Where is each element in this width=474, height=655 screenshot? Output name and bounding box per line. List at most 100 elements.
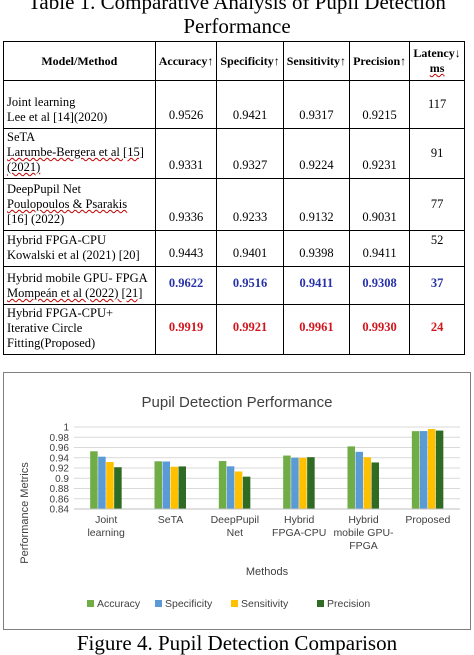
bar: [411, 431, 420, 509]
accuracy-cell: 0.9443: [154, 230, 218, 267]
precision-cell: 0.9231: [349, 128, 411, 179]
specificity-cell: 0.9921: [216, 304, 284, 355]
bar: [218, 461, 227, 509]
bar: [106, 462, 114, 509]
precision-cell: 0.9308: [349, 266, 411, 305]
bar: [114, 467, 122, 509]
legend-label: Specificity: [165, 598, 213, 610]
bar: [427, 428, 436, 509]
model-name: Hybrid FPGA-CPU: [7, 233, 106, 247]
x-tick-label-line: learning: [87, 527, 125, 539]
table-title: Table 1. Comparative Analysis of Pupil D…: [28, 0, 446, 14]
table-header-row: Model/Method Accuracy↑ Specificity↑ Sens…: [3, 41, 465, 81]
y-tick-label: 0.96: [50, 443, 70, 454]
bar: [371, 462, 379, 509]
precision-cell: 0.9215: [349, 80, 411, 129]
x-tick-label-line: Proposed: [405, 514, 450, 526]
model-citation: Mompeán et al (2022) [21]: [7, 286, 143, 300]
sensitivity-cell: 0.9224: [282, 128, 351, 179]
model-cell: Hybrid FPGA-CPU+ Iterative Circle Fittin…: [3, 304, 156, 355]
specificity-cell: 0.9327: [216, 128, 284, 179]
accuracy-cell: 0.9526: [154, 80, 218, 129]
comparison-table: Model/Method Accuracy↑ Specificity↑ Sens…: [3, 41, 465, 355]
bar: [347, 446, 355, 509]
x-tick-label-line: DeepPupil: [211, 514, 259, 526]
bar: [355, 451, 363, 509]
model-name: DeepPupil Net: [7, 182, 81, 196]
specificity-cell: 0.9421: [216, 80, 284, 129]
legend-swatch: [87, 600, 94, 607]
y-tick-label: 0.9: [55, 474, 69, 485]
header-latency-unit: ms: [429, 61, 445, 75]
x-tick-label-line: mobile GPU-: [333, 527, 394, 539]
bar: [162, 461, 170, 509]
model-citation: Kowalski et al (2021) [20]: [7, 248, 140, 262]
bar-chart: Pupil Detection Performance 0.840.860.88…: [19, 394, 460, 610]
model-name: Hybrid mobile GPU- FPGA: [7, 271, 148, 285]
sensitivity-cell: 0.9961: [282, 304, 351, 355]
bar: [363, 457, 371, 509]
accuracy-cell: 0.9331: [154, 128, 218, 179]
accuracy-cell: 0.9919: [154, 304, 218, 355]
latency-cell: 37: [409, 266, 465, 305]
x-tick-label-line: FPGA: [349, 540, 378, 552]
model-citation: Lee et al [14](2020): [7, 110, 108, 124]
x-axis-label: Methods: [246, 566, 289, 578]
x-axis-ticks: Joint learning SeTA DeepPupil Net Hybrid FPGA-…: [87, 514, 450, 552]
x-tick-label: Hybrid mobile GPU-FPGA: [333, 514, 394, 552]
latency-cell: 91: [409, 128, 465, 179]
table-row: Hybrid FPGA-CPU Kowalski et al (2021) [2…: [3, 230, 465, 267]
x-tick-label-line: FPGA-CPU: [272, 527, 326, 539]
model-name: Joint learning: [7, 95, 76, 109]
model-cell: DeepPupil Net Poulopoulos & Psarakis [16…: [3, 178, 156, 231]
bar: [226, 466, 235, 509]
bar: [419, 431, 428, 509]
header-accuracy: Accuracy↑: [154, 41, 218, 81]
table-row: Hybrid FPGA-CPU+ Iterative Circle Fittin…: [3, 304, 465, 355]
bar: [154, 461, 162, 509]
figure-caption: Figure 4. Pupil Detection Comparison: [76, 631, 398, 655]
x-tick-label: DeepPupil Net: [211, 514, 259, 539]
y-tick-label: 0.88: [50, 484, 70, 495]
table-row: DeepPupil Net Poulopoulos & Psarakis [16…: [3, 178, 465, 231]
latency-cell: 24: [409, 304, 465, 355]
precision-cell: 0.9411: [349, 230, 411, 267]
model-name: SeTA: [7, 130, 36, 144]
y-axis-label: Performance Metrics: [19, 462, 31, 564]
legend-swatch: [155, 600, 162, 607]
y-tick-label: 0.98: [50, 433, 70, 444]
accuracy-cell: 0.9622: [154, 266, 218, 305]
y-tick-label: 0.86: [50, 494, 70, 505]
table-row: SeTA Larumbe-Bergera et al [15](2021) 0.…: [3, 128, 465, 179]
model-citation: Poulopoulos & Psarakis: [7, 197, 128, 211]
specificity-cell: 0.9233: [216, 178, 284, 231]
x-tick-label-line: SeTA: [158, 514, 183, 526]
legend-swatch: [231, 600, 238, 607]
specificity-cell: 0.9401: [216, 230, 284, 267]
bar: [299, 457, 307, 509]
model-citation-year: [16] (2022): [7, 212, 65, 226]
legend: Accuracy Specificity Sensitivity Precision: [87, 598, 370, 610]
header-precision: Precision↑: [349, 41, 411, 81]
x-tick-label: Proposed: [405, 514, 450, 526]
y-axis-ticks: 0.840.860.880.90.920.940.960.981: [50, 423, 70, 516]
model-citation: Larumbe-Bergera et al [15](2021): [7, 145, 144, 174]
x-tick-label: SeTA: [158, 514, 183, 526]
header-latency: Latency↓ ms: [409, 41, 465, 81]
model-cell: Joint learning Lee et al [14](2020): [3, 80, 156, 129]
x-tick-label-line: Hybrid: [284, 514, 315, 526]
table-row: Joint learning Lee et al [14](2020) 0.95…: [3, 80, 465, 129]
bar: [307, 457, 315, 509]
bar: [170, 466, 178, 509]
table-row: Hybrid mobile GPU- FPGA Mompeán et al (2…: [3, 266, 465, 305]
x-tick-label: Joint learning: [87, 514, 125, 539]
header-model: Model/Method: [3, 41, 156, 81]
specificity-cell: 0.9516: [216, 266, 284, 305]
y-tick-label: 0.92: [50, 464, 70, 475]
model-citation: Fitting(Proposed): [7, 336, 96, 350]
x-tick-label-line: Net: [227, 527, 243, 539]
latency-cell: 117: [409, 80, 465, 129]
sensitivity-cell: 0.9398: [282, 230, 351, 267]
model-cell: Hybrid FPGA-CPU Kowalski et al (2021) [2…: [3, 230, 156, 267]
sensitivity-cell: 0.9132: [282, 178, 351, 231]
